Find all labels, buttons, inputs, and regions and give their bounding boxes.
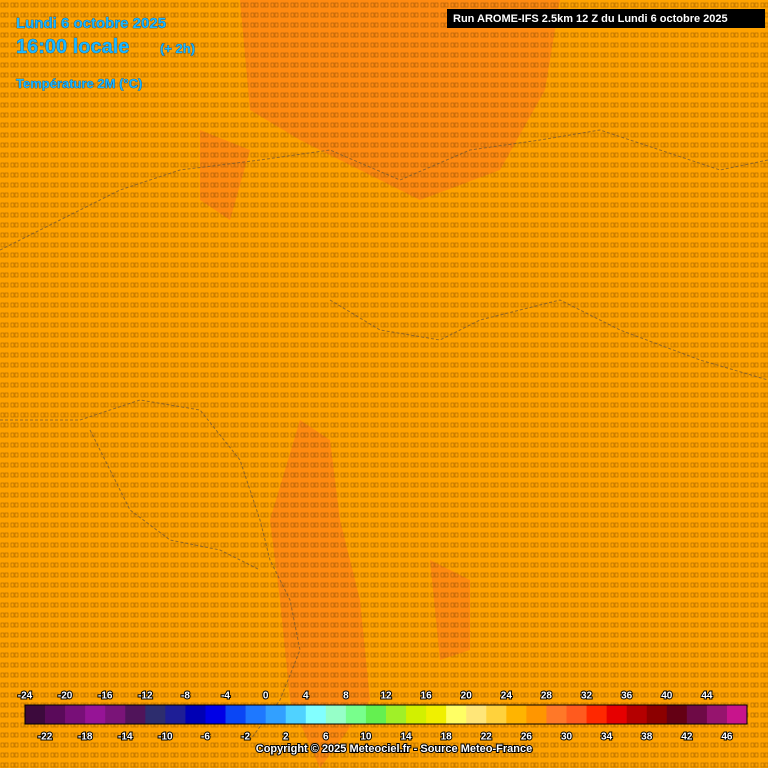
colorbar-swatch [606, 705, 627, 724]
colorbar-label: -6 [201, 732, 210, 743]
colorbar-swatch [325, 705, 347, 724]
colorbar-label: 36 [621, 691, 633, 702]
colorbar-swatch [125, 705, 146, 724]
colorbar-label: 22 [481, 732, 493, 743]
colorbar-label: 24 [501, 691, 513, 702]
colorbar-swatch [426, 705, 447, 724]
colorbar-label: -14 [118, 732, 133, 743]
colorbar-swatch [185, 705, 206, 724]
run-box [447, 9, 765, 28]
colorbar: -24 -20 -16 -12 -8 -4 0 4 8 12 16 20 24 28 32 36 40 44-22… [17, 690, 748, 744]
colorbar-label: 44 [701, 691, 713, 702]
colorbar-swatch [706, 705, 728, 724]
colorbar-swatch [586, 705, 607, 724]
colorbar-label: -20 [58, 691, 73, 702]
colorbar-swatch [526, 705, 547, 724]
colorbar-label: 34 [601, 732, 613, 743]
colorbar-swatch [145, 705, 166, 724]
colorbar-swatch [225, 705, 246, 724]
colorbar-swatch [85, 705, 106, 724]
colorbar-label: -22 [38, 732, 53, 743]
colorbar-label: 28 [541, 691, 553, 702]
colorbar-swatch [646, 705, 668, 724]
colorbar-label: 6 [323, 732, 329, 743]
colorbar-label: 40 [661, 691, 673, 702]
colorbar-swatch [345, 705, 367, 724]
colorbar-label: -18 [78, 732, 93, 743]
colorbar-label: 16 [421, 691, 433, 702]
colorbar-swatch [686, 705, 708, 724]
colorbar-swatch [245, 705, 266, 724]
colorbar-swatch [305, 705, 327, 724]
colorbar-label: 42 [681, 732, 693, 743]
colorbar-label: 0 [263, 691, 269, 702]
colorbar-label: -10 [158, 732, 173, 743]
colorbar-swatch [506, 705, 527, 724]
colorbar-label: -24 [18, 691, 33, 702]
colorbar-label: 2 [283, 732, 289, 743]
colorbar-label: -12 [138, 691, 153, 702]
colorbar-label: -8 [181, 691, 190, 702]
colorbar-label: 12 [380, 691, 392, 702]
colorbar-swatch [566, 705, 587, 724]
colorbar-label: -4 [221, 691, 230, 702]
colorbar-label: 8 [343, 691, 349, 702]
colorbar-swatch [466, 705, 487, 724]
colorbar-label: -16 [98, 691, 113, 702]
copyright: Copyright © 2025 Meteociel.fr - Source M… [256, 743, 532, 755]
colorbar-label: 18 [441, 732, 453, 743]
colorbar-swatch [446, 705, 467, 724]
colorbar-label: 4 [303, 691, 309, 702]
colorbar-swatch [265, 705, 287, 724]
colorbar-swatch [666, 705, 688, 724]
time-title: 16:00 locale [16, 36, 129, 58]
run-title: Run AROME-IFS 2.5km 12 Z du Lundi 6 octo… [453, 13, 728, 25]
colorbar-swatch [105, 705, 126, 724]
variable-title: Température 2M (°C) [16, 76, 142, 91]
colorbar-swatch [546, 705, 567, 724]
colorbar-swatch [365, 705, 387, 724]
time-offset: (+ 2h) [160, 41, 195, 56]
date-title: Lundi 6 octobre 2025 [16, 15, 166, 32]
colorbar-swatch [205, 705, 226, 724]
colorbar-swatch [406, 705, 427, 724]
colorbar-label: 10 [360, 732, 372, 743]
colorbar-label: 14 [400, 732, 412, 743]
colorbar-swatch [165, 705, 186, 724]
colorbar-label: -2 [241, 732, 250, 743]
colorbar-swatch [386, 705, 407, 724]
colorbar-swatch [726, 705, 748, 724]
colorbar-swatch [486, 705, 507, 724]
colorbar-swatch [626, 705, 648, 724]
colorbar-label: 46 [721, 732, 733, 743]
colorbar-label: 20 [461, 691, 473, 702]
colorbar-swatch [25, 705, 46, 724]
colorbar-label: 30 [561, 732, 573, 743]
colorbar-swatch [65, 705, 86, 724]
colorbar-swatch [285, 705, 307, 724]
colorbar-label: 32 [581, 691, 593, 702]
colorbar-swatch [45, 705, 66, 724]
borders [0, 129, 768, 741]
colorbar-label: 38 [641, 732, 653, 743]
colorbar-frame [24, 704, 748, 725]
colorbar-label: 26 [521, 732, 533, 743]
